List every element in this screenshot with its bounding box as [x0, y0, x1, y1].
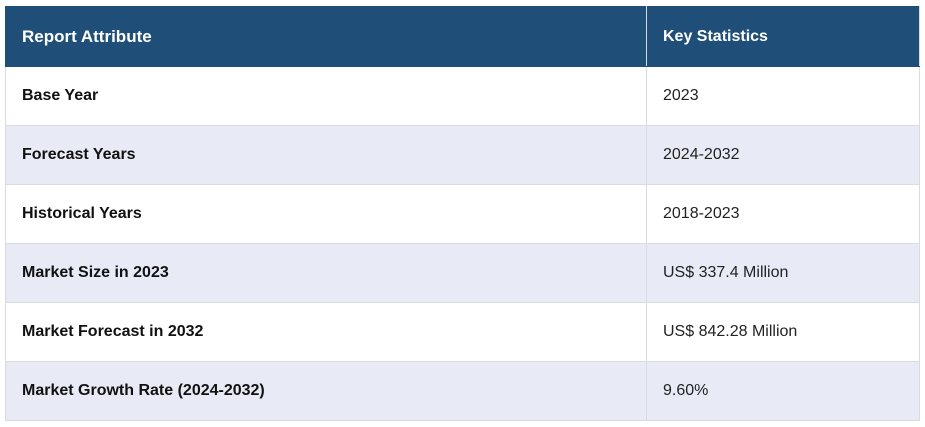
row-value: 2024-2032 — [646, 125, 920, 185]
header-row: Report Attribute Key Statistics — [5, 6, 920, 67]
table-row: Market Size in 2023 US$ 337.4 Million — [5, 243, 920, 303]
report-table-container: Report Attribute Key Statistics Base Yea… — [5, 6, 920, 421]
row-attribute: Market Growth Rate (2024-2032) — [5, 361, 647, 421]
row-value: US$ 337.4 Million — [646, 243, 920, 303]
report-statistics-table: Report Attribute Key Statistics Base Yea… — [5, 6, 920, 421]
row-attribute: Market Size in 2023 — [5, 243, 647, 303]
row-attribute: Forecast Years — [5, 125, 647, 185]
row-attribute: Base Year — [5, 66, 647, 126]
table-row: Market Growth Rate (2024-2032) 9.60% — [5, 361, 920, 421]
table-body: Base Year 2023 Forecast Years 2024-2032 … — [5, 66, 920, 421]
row-attribute: Historical Years — [5, 184, 647, 244]
row-attribute: Market Forecast in 2032 — [5, 302, 647, 362]
row-value: 9.60% — [646, 361, 920, 421]
table-row: Forecast Years 2024-2032 — [5, 125, 920, 185]
header-key-statistics: Key Statistics — [646, 6, 920, 67]
table-row: Base Year 2023 — [5, 66, 920, 126]
table-header: Report Attribute Key Statistics — [5, 6, 920, 67]
row-value: 2023 — [646, 66, 920, 126]
table-row: Market Forecast in 2032 US$ 842.28 Milli… — [5, 302, 920, 362]
table-row: Historical Years 2018-2023 — [5, 184, 920, 244]
row-value: US$ 842.28 Million — [646, 302, 920, 362]
row-value: 2018-2023 — [646, 184, 920, 244]
header-report-attribute: Report Attribute — [5, 6, 647, 67]
